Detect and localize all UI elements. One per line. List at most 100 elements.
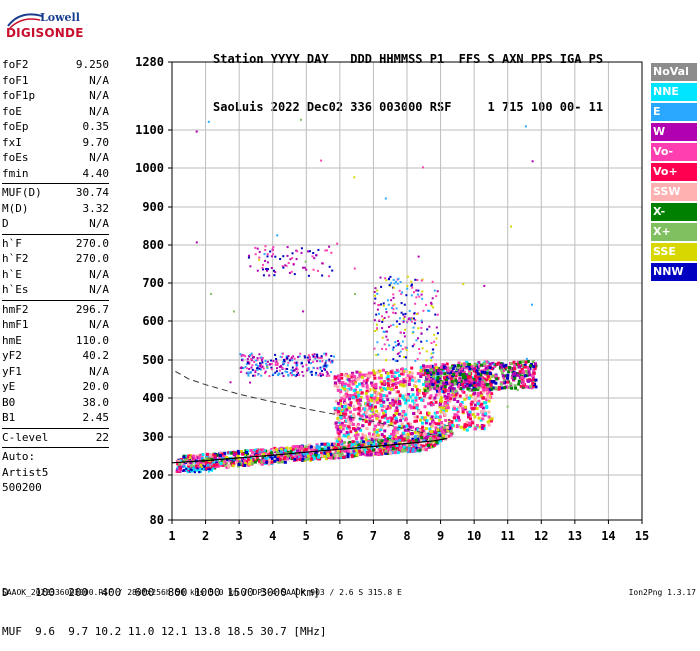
echo-point: [463, 425, 467, 429]
echo-point: [403, 369, 407, 373]
echo-point: [264, 259, 267, 262]
param-value: 3.32: [82, 201, 110, 215]
echo-point: [376, 327, 378, 330]
echo-point: [237, 462, 241, 466]
muf-table: D 100 200 400 600 800 1000 1500 3000 [km…: [2, 560, 327, 651]
echo-point: [352, 395, 356, 399]
echo-point: [320, 454, 323, 458]
echo-point: [292, 369, 295, 372]
echo-point: [462, 379, 466, 383]
echo-point: [481, 406, 485, 410]
echo-point: [250, 357, 253, 360]
echo-point: [462, 427, 466, 431]
echo-point: [386, 339, 389, 341]
echo-point: [255, 363, 258, 366]
echo-point: [345, 424, 348, 428]
echo-point: [325, 454, 329, 458]
echo-point: [378, 419, 382, 423]
echo-point: [374, 384, 377, 388]
echo-point: [361, 424, 365, 428]
echo-point: [395, 426, 399, 430]
echo-point: [371, 410, 375, 414]
legend-item-e: E: [651, 103, 697, 121]
echo-point: [395, 406, 399, 410]
echo-point: [281, 265, 284, 268]
echo-point: [180, 465, 184, 469]
echo-point: [307, 354, 310, 357]
echo-point: [349, 417, 352, 421]
x-tick-label: 14: [601, 529, 615, 543]
echo-point: [293, 369, 296, 371]
echo-point: [355, 444, 359, 448]
echo-point: [306, 446, 310, 450]
echo-point: [273, 269, 275, 272]
echo-point: [433, 381, 437, 385]
echo-point: [430, 302, 433, 305]
echo-point: [410, 294, 413, 297]
echo-point: [494, 381, 498, 385]
echo-point: [450, 380, 454, 383]
echo-point: [417, 327, 420, 330]
echo-point: [213, 454, 217, 458]
x-tick-label: 12: [534, 529, 548, 543]
echo-point: [481, 375, 485, 379]
echo-point: [395, 390, 399, 394]
echo-point: [410, 284, 413, 287]
echo-point: [390, 373, 394, 377]
echo-point: [366, 440, 370, 443]
echo-point: [267, 449, 271, 453]
x-tick-label: 2: [202, 529, 209, 543]
echo-point: [260, 462, 264, 466]
echo-point: [333, 454, 337, 458]
echo-point: [355, 424, 359, 428]
echo-point: [434, 376, 438, 380]
echo-point: [290, 374, 293, 377]
echo-point: [253, 360, 256, 363]
echo-point: [423, 392, 427, 396]
echo-point: [390, 432, 393, 436]
echo-point: [257, 450, 261, 454]
echo-point: [293, 357, 296, 360]
echo-point: [458, 377, 462, 381]
echo-point: [402, 320, 405, 323]
echo-point: [319, 374, 322, 377]
y-tick-label: 80: [150, 513, 164, 527]
echo-point: [422, 166, 424, 169]
echo-point: [369, 435, 372, 439]
echo-point: [393, 442, 397, 446]
echo-point: [345, 389, 349, 393]
echo-point: [517, 379, 521, 383]
echo-point: [254, 374, 256, 377]
echo-point: [520, 368, 524, 371]
echo-point: [381, 315, 383, 318]
echo-point: [445, 395, 449, 399]
echo-point: [254, 449, 257, 453]
echo-point: [400, 449, 404, 453]
echo-point: [283, 362, 286, 365]
echo-point: [477, 416, 481, 420]
echo-point: [365, 395, 369, 399]
echo-point: [195, 241, 198, 244]
echo-point: [273, 459, 277, 463]
echo-point: [343, 416, 347, 419]
echo-point: [290, 369, 293, 372]
param-value: 20.0: [82, 380, 110, 393]
echo-point: [377, 438, 381, 442]
echo-point: [281, 372, 284, 375]
echo-point: [360, 404, 363, 407]
echo-point: [491, 361, 495, 365]
echo-point: [274, 450, 277, 454]
echo-point: [508, 386, 512, 390]
echo-point: [373, 291, 376, 293]
y-tick-label: 1000: [135, 161, 164, 175]
echo-point: [307, 359, 310, 362]
echo-point: [341, 381, 345, 385]
echo-point: [485, 378, 489, 382]
echo-point: [413, 430, 417, 434]
echo-point: [290, 357, 293, 360]
echo-point: [416, 372, 420, 375]
echo-point: [377, 423, 381, 427]
echo-point: [454, 418, 458, 422]
echo-point: [414, 278, 417, 281]
echo-point: [225, 456, 229, 459]
